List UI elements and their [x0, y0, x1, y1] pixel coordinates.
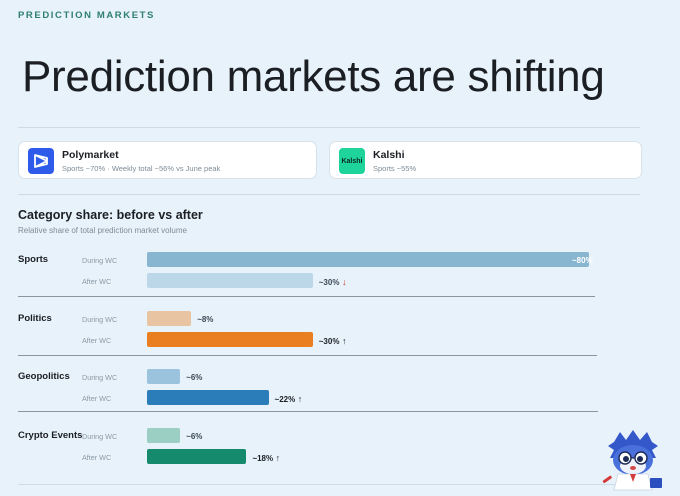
card-subtext: Sports ~55% [373, 164, 417, 173]
data-label: ~8% [197, 315, 214, 324]
mascot-illustration [602, 430, 662, 491]
data-label: ~80% [572, 255, 593, 265]
bar-during [147, 369, 181, 384]
after-wc-label: After WC [82, 277, 112, 286]
card-name: Polymarket [62, 149, 119, 161]
during-wc-label: During WC [82, 315, 118, 324]
chart-title: Category share: before vs after [18, 208, 203, 222]
eyebrow-label: PREDICTION MARKETS [18, 10, 155, 21]
bar-during [147, 428, 181, 443]
kalshi-card[interactable]: Kalshi Kalshi Sports ~55% [329, 141, 642, 179]
up-arrow-icon: ↑ [273, 453, 281, 463]
data-label: ~30% ↓ [318, 277, 347, 287]
bar-during [147, 252, 589, 267]
polymarket-icon [34, 154, 48, 168]
bar-after [147, 332, 313, 347]
divider [18, 194, 640, 195]
kalshi-logo: Kalshi [339, 148, 365, 174]
divider [18, 127, 640, 128]
down-arrow-icon: ↓ [339, 277, 347, 287]
card-name: Kalshi [373, 149, 405, 161]
after-wc-label: After WC [82, 394, 112, 403]
bar-after [147, 449, 247, 464]
data-label: ~30% ↑ [318, 336, 347, 346]
after-wc-label: After WC [82, 336, 112, 345]
after-wc-label: After WC [82, 453, 112, 462]
category-label: Geopolitics [18, 371, 70, 382]
polymarket-logo [28, 148, 54, 174]
category-label: Sports [18, 254, 49, 265]
bar-after [147, 273, 313, 288]
bar-after [147, 390, 269, 405]
data-label: ~6% [186, 373, 203, 382]
data-label: ~6% [186, 432, 203, 441]
data-label: ~22% ↑ [274, 394, 303, 404]
divider [18, 484, 640, 485]
polymarket-card[interactable]: Polymarket Sports ~70% · Weekly total ~5… [18, 141, 317, 179]
during-wc-label: During WC [82, 432, 118, 441]
page-title: Prediction markets are shifting [22, 52, 605, 101]
category-label: Politics [18, 313, 52, 324]
group-divider [18, 296, 595, 297]
data-label: ~18% ↑ [252, 453, 281, 463]
up-arrow-icon: ↑ [339, 336, 347, 346]
group-divider [18, 355, 597, 356]
bar-during [147, 311, 192, 326]
during-wc-label: During WC [82, 373, 118, 382]
category-label: Crypto Events [18, 430, 83, 441]
chart-subtitle: Relative share of total prediction marke… [18, 226, 187, 235]
during-wc-label: During WC [82, 256, 118, 265]
kalshi-logo-text: Kalshi [341, 157, 363, 165]
card-subtext: Sports ~70% · Weekly total ~56% vs June … [62, 164, 221, 173]
group-divider [18, 411, 598, 412]
up-arrow-icon: ↑ [295, 394, 303, 404]
